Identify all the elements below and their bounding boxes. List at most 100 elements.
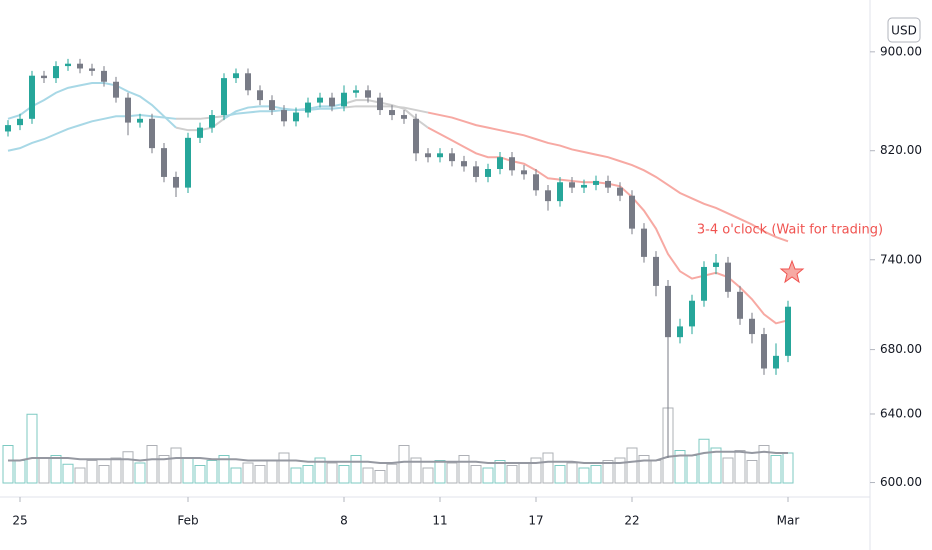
candle-body [317, 97, 323, 103]
candle-body [293, 112, 299, 122]
candle-body [149, 118, 155, 149]
candle-body [401, 115, 407, 119]
volume-bar [554, 465, 566, 484]
volume-bar [626, 447, 638, 484]
candle-body [593, 180, 599, 185]
candle-body [425, 153, 431, 158]
volume-bar [362, 467, 374, 484]
candle-body [449, 153, 455, 162]
volume-bar [542, 452, 554, 484]
candle-body [389, 110, 395, 116]
volume-bar [758, 445, 770, 484]
volume-bar [38, 457, 50, 484]
candle-body [353, 90, 359, 93]
volume-bar [710, 447, 722, 484]
candle-body [533, 174, 539, 191]
candle-body [89, 68, 95, 71]
volume-bar [2, 445, 14, 484]
volume-bar [722, 457, 734, 484]
volume-bar [578, 467, 590, 484]
volume-bar [278, 452, 290, 484]
currency-label[interactable]: USD [891, 24, 917, 38]
x-tick-label: Mar [777, 514, 800, 528]
candle-body [5, 125, 11, 132]
candle-body [269, 100, 275, 111]
annotation-star [779, 259, 805, 284]
candle-body [749, 318, 755, 335]
candle-body [521, 170, 527, 175]
volume-bar [50, 455, 62, 484]
volume-bar [446, 462, 458, 484]
y-tick-label: 900.00 [880, 44, 922, 58]
volume-bar [170, 447, 182, 484]
volume-bar [98, 465, 110, 484]
volume-bar [422, 467, 434, 484]
x-tick-label: 22 [624, 514, 639, 528]
volume-bar [26, 413, 38, 484]
candle-body [677, 326, 683, 338]
volume-bar [194, 465, 206, 484]
volume-bar [254, 465, 266, 484]
candle-body [137, 118, 143, 123]
volume-bar [494, 460, 506, 484]
x-tick-label: Feb [177, 514, 198, 528]
candle-body [197, 127, 203, 138]
volume-bar [326, 462, 338, 484]
x-tick-label: 8 [340, 514, 348, 528]
volume-bar [566, 462, 578, 484]
candle-body [365, 90, 371, 98]
candle-body [689, 300, 695, 327]
volume-bar [614, 457, 626, 484]
candle-body [413, 118, 419, 154]
volume-bar [650, 460, 662, 484]
volume-bar [290, 467, 302, 484]
candle-body [173, 176, 179, 188]
candle-body [245, 73, 251, 91]
y-tick-label: 600.00 [880, 475, 922, 489]
candle-body [29, 75, 35, 119]
y-tick-label: 680.00 [880, 342, 922, 356]
candle-body [437, 153, 443, 158]
candle-body [233, 73, 239, 79]
candle-body [581, 184, 587, 188]
candle-body [41, 75, 47, 79]
candle-body [101, 70, 107, 82]
volume-bar [602, 460, 614, 484]
x-tick-label: 17 [528, 514, 543, 528]
y-tick-label: 740.00 [880, 252, 922, 266]
volume-bar [506, 465, 518, 484]
volume-bar [590, 465, 602, 484]
candle-body [617, 187, 623, 196]
volume-bar [398, 445, 410, 484]
candle-body [65, 63, 71, 67]
volume-bar [122, 451, 134, 484]
volume-bar [350, 455, 362, 484]
candle-body [329, 97, 335, 107]
currency-box[interactable] [887, 17, 921, 43]
candle-body [497, 157, 503, 170]
candle-body [77, 63, 83, 69]
annotation: 3-4 o'clock (Wait for trading) [697, 223, 883, 238]
candle-body [569, 182, 575, 188]
volume-bar [686, 455, 698, 484]
volume-bar [386, 463, 398, 484]
candle-body [641, 228, 647, 257]
volume-bar [734, 450, 746, 484]
volume-bar [782, 452, 794, 484]
volume-bar [458, 455, 470, 484]
candle-body [665, 285, 671, 338]
volume-bar [158, 455, 170, 484]
volume-bar [62, 463, 74, 484]
y-tick-label: 820.00 [880, 143, 922, 157]
candle-body [53, 66, 59, 79]
candle-body [221, 78, 227, 116]
ribbon-line [176, 105, 429, 120]
candle-body [257, 90, 263, 101]
volume-bar [746, 460, 758, 484]
candle-body [785, 306, 791, 356]
volume-bar [86, 460, 98, 484]
candle-body [113, 81, 119, 98]
y-tick-label: 640.00 [880, 406, 922, 420]
